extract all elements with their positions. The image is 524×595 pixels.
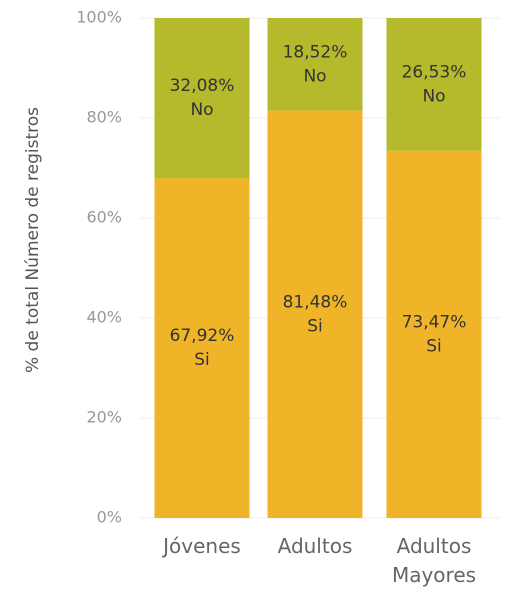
- bar-segment: [154, 18, 250, 179]
- bar-segment: [386, 150, 482, 518]
- y-tick-label: 0%: [97, 508, 122, 527]
- y-axis-title: % de total Número de registros: [23, 107, 43, 373]
- y-tick-label: 100%: [76, 8, 122, 27]
- y-tick-label: 60%: [86, 208, 122, 227]
- data-label: 26,53%: [402, 62, 467, 82]
- data-label: 18,52%: [283, 42, 348, 62]
- data-label-series: Si: [307, 316, 323, 336]
- y-tick-label: 80%: [86, 108, 122, 127]
- bar-segment: [267, 110, 363, 518]
- data-label-series: No: [190, 100, 213, 120]
- bar-segment: [386, 18, 482, 151]
- data-label-series: Si: [194, 350, 210, 370]
- data-label: 32,08%: [170, 76, 235, 96]
- data-label-series: No: [303, 66, 326, 86]
- bar-segment: [154, 178, 250, 518]
- data-label: 81,48%: [283, 292, 348, 312]
- data-label: 67,92%: [170, 326, 235, 346]
- x-tick-label: Adultos: [277, 534, 353, 558]
- data-label-series: No: [422, 86, 445, 106]
- data-label: 73,47%: [402, 312, 467, 332]
- x-tick-label: Adultos Mayores: [391, 534, 477, 587]
- y-tick-label: 40%: [86, 308, 122, 327]
- bar-segment: [267, 18, 363, 111]
- data-label-series: Si: [426, 336, 442, 356]
- x-tick-label: Jóvenes: [163, 534, 241, 558]
- y-tick-label: 20%: [86, 408, 122, 427]
